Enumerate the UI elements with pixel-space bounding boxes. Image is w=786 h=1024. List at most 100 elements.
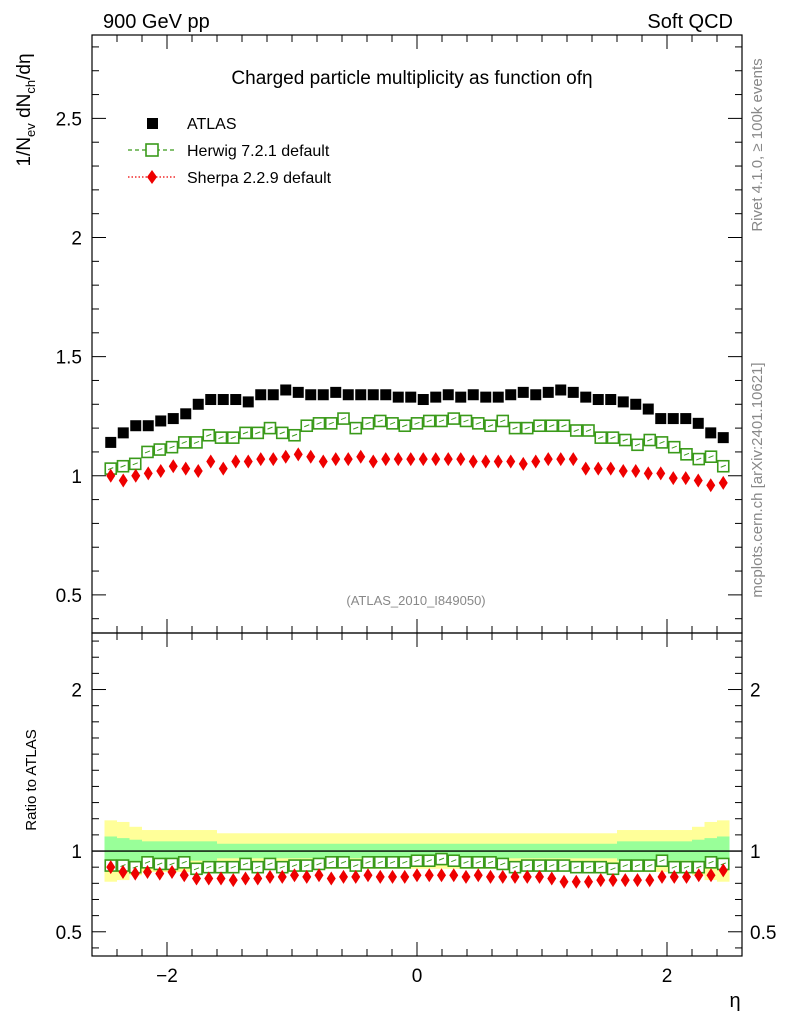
sherpa-point <box>543 452 553 467</box>
herwig-point-tick <box>610 436 616 440</box>
atlas-point <box>717 432 729 444</box>
atlas-point <box>505 389 517 401</box>
ratio-herwig-point-tick <box>230 865 236 869</box>
sherpa-point <box>493 454 503 469</box>
y-tick-label: 1 <box>71 467 82 488</box>
ratio-herwig-point-tick <box>585 865 592 869</box>
sherpa-point <box>531 454 541 469</box>
legend-atlas-label: ATLAS <box>187 116 237 133</box>
analysis-id: (ATLAS_2010_I849050) <box>346 593 485 608</box>
ratio-herwig-point-tick <box>304 864 310 868</box>
x-tick-label: 0 <box>412 966 423 987</box>
ratio-herwig-point-tick <box>634 864 641 868</box>
sherpa-point <box>418 452 428 467</box>
ratio-sherpa-point <box>216 871 226 886</box>
ratio-herwig-point-tick <box>451 859 457 863</box>
herwig-point-tick <box>414 421 420 425</box>
herwig-point-tick <box>132 462 138 466</box>
atlas-point <box>442 389 454 401</box>
sherpa-point <box>231 454 241 469</box>
ratio-sherpa-point <box>400 869 410 884</box>
ratio-herwig-point-tick <box>536 864 543 868</box>
atlas-point <box>142 420 154 432</box>
sherpa-point <box>168 459 178 474</box>
ratio-herwig-point-tick <box>549 864 555 868</box>
herwig-point-tick <box>267 426 273 430</box>
herwig-point-tick <box>291 433 298 437</box>
ratio-sherpa-point <box>437 868 446 883</box>
ratio-y-tick-label-right: 0.5 <box>750 923 776 944</box>
atlas-point <box>305 389 317 401</box>
ratio-sherpa-point <box>657 869 667 884</box>
process-label: Soft QCD <box>647 11 733 33</box>
sherpa-point <box>681 471 691 486</box>
sherpa-point <box>431 452 441 467</box>
herwig-point-tick <box>696 457 702 461</box>
ratio-sherpa-point <box>130 866 140 881</box>
sherpa-point <box>243 454 253 469</box>
atlas-point <box>530 389 542 401</box>
sherpa-point <box>556 452 566 467</box>
ratio-sherpa-point <box>192 871 201 886</box>
herwig-point-tick <box>561 424 567 428</box>
sherpa-point <box>593 461 603 476</box>
ratio-herwig-point-tick <box>426 859 432 863</box>
ratio-sherpa-point <box>351 869 361 884</box>
ratio-y-tick-label-right: 1 <box>750 842 761 863</box>
ratio-herwig-point-tick <box>365 860 371 864</box>
sherpa-point <box>443 452 453 467</box>
atlas-point <box>317 389 329 401</box>
atlas-point <box>130 420 142 432</box>
ratio-herwig-point-tick <box>340 860 347 864</box>
sherpa-point <box>181 461 191 476</box>
sherpa-point <box>668 471 678 486</box>
herwig-point-tick <box>426 419 432 423</box>
herwig-point-tick <box>512 426 518 430</box>
sherpa-point <box>631 463 641 478</box>
ratio-sherpa-point <box>510 869 520 884</box>
main-y-axis-title: 1/Nev dNch/dη <box>14 53 38 166</box>
herwig-point-tick <box>193 440 200 444</box>
atlas-point <box>230 394 242 406</box>
herwig-point-tick <box>536 424 543 428</box>
sherpa-point <box>131 468 141 483</box>
herwig-point-tick <box>708 455 714 459</box>
herwig-point-tick <box>585 429 592 432</box>
ratio-sherpa-point <box>498 869 508 884</box>
atlas-point <box>580 391 592 403</box>
ratio-sherpa-point <box>241 871 250 886</box>
ratio-herwig-point-tick <box>438 857 445 861</box>
ratio-herwig-point-tick <box>402 860 408 864</box>
herwig-point-tick <box>475 421 481 425</box>
atlas-point <box>592 394 604 406</box>
herwig-point-tick <box>500 419 506 423</box>
sherpa-point <box>456 452 466 467</box>
atlas-point <box>267 389 279 401</box>
legend: ATLAS Herwig 7.2.1 default Sherpa 2.2.9 … <box>128 116 332 187</box>
energy-label: 900 GeV pp <box>103 11 210 33</box>
sherpa-point <box>656 466 666 481</box>
atlas-point <box>105 436 117 448</box>
ratio-herwig-point-tick <box>647 864 653 868</box>
sherpa-point <box>143 466 153 481</box>
sherpa-point <box>506 454 516 469</box>
atlas-point <box>605 394 617 406</box>
ratio-herwig-point-tick <box>696 865 702 869</box>
sherpa-point <box>356 449 366 464</box>
ratio-sherpa-point <box>571 874 581 889</box>
atlas-point <box>467 389 479 401</box>
ratio-sherpa-point <box>596 873 606 888</box>
herwig-point-tick <box>549 424 555 428</box>
atlas-point <box>392 391 404 403</box>
herwig-point-tick <box>144 450 151 454</box>
sherpa-point <box>281 449 291 464</box>
ratio-sherpa-point <box>412 868 422 883</box>
main-panel: 0.5 1 1.5 2 2.5 <box>56 34 743 956</box>
ratio-sherpa-point <box>682 869 691 884</box>
ratio-sherpa-point <box>486 869 495 884</box>
sherpa-point <box>618 463 628 478</box>
sherpa-point <box>518 456 528 471</box>
herwig-point-tick <box>120 464 126 468</box>
herwig-point-tick <box>634 443 641 447</box>
